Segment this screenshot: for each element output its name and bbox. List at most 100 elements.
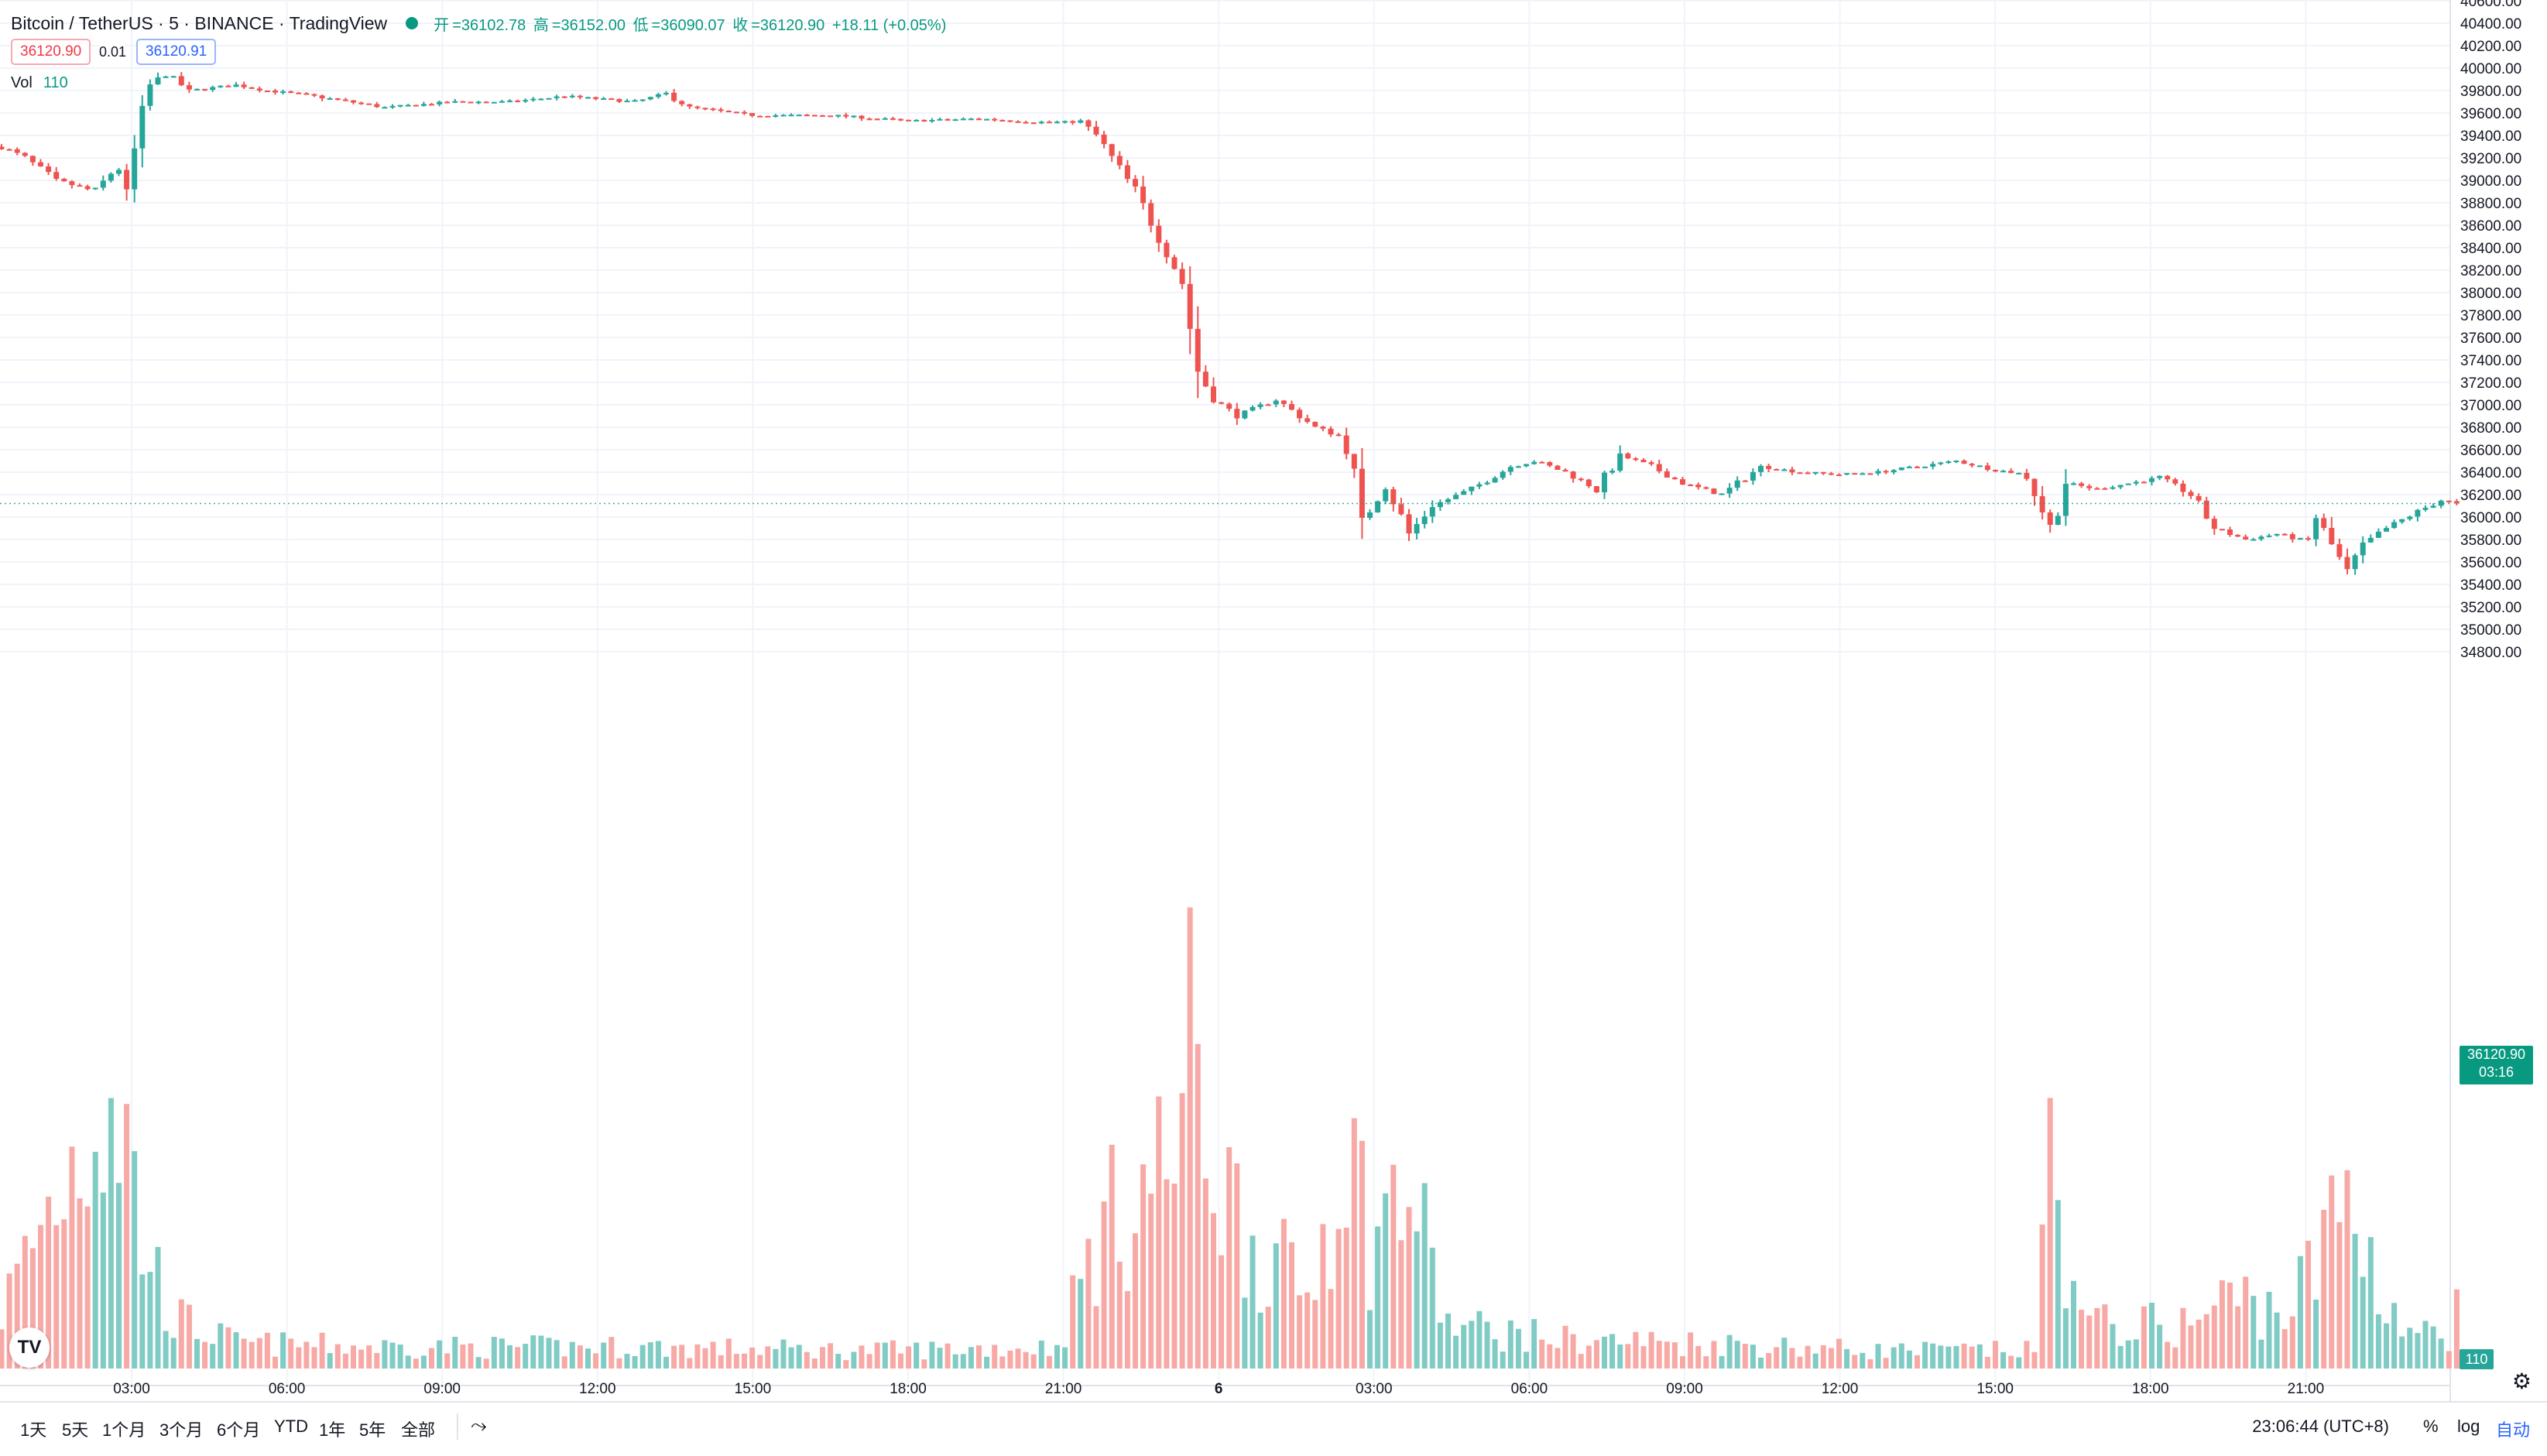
volume-bar — [725, 1338, 732, 1369]
candle-body — [1226, 403, 1232, 409]
volume-bar — [1390, 1164, 1397, 1369]
volume-bar — [397, 1344, 403, 1369]
price-tick-label: 40600.00 — [2460, 0, 2521, 10]
price-tick-label: 38600.00 — [2460, 218, 2521, 235]
price-tick-label: 36200.00 — [2460, 488, 2521, 504]
volume-bar — [2188, 1325, 2194, 1369]
volume-bar — [1187, 907, 1193, 1369]
buy-price-button[interactable]: 36120.91 — [136, 39, 217, 65]
volume-bar — [2062, 1308, 2069, 1369]
candle-body — [2157, 475, 2163, 478]
candle-body — [77, 185, 83, 187]
volume-bar — [2274, 1312, 2280, 1369]
clock[interactable]: 23:06:44 (UTC+8) — [2252, 1417, 2389, 1436]
auto-scale-button[interactable]: 自动 — [2496, 1420, 2531, 1440]
volume-bar — [2344, 1170, 2350, 1369]
percent-scale-button[interactable]: % — [2423, 1417, 2439, 1436]
volume-bar — [132, 1151, 138, 1369]
candle-body — [124, 170, 130, 190]
candle-body — [2110, 487, 2116, 489]
volume-bar — [914, 1342, 920, 1369]
time-tick-label: 12:00 — [579, 1381, 616, 1397]
volume-bar — [2079, 1310, 2085, 1369]
candle-body — [1726, 488, 1733, 494]
candle-body — [92, 187, 98, 190]
volume-bar — [2102, 1304, 2108, 1369]
price-tick-label: 36400.00 — [2460, 465, 2521, 481]
volume-bar — [327, 1353, 333, 1369]
symbol-title[interactable]: Bitcoin / TetherUS · 5 · BINANCE · Tradi… — [11, 12, 388, 33]
range-ytd-button[interactable]: YTD — [274, 1417, 308, 1436]
tradingview-logo-icon[interactable]: TV — [9, 1328, 50, 1368]
volume-bar — [569, 1341, 575, 1369]
volume-bar — [468, 1343, 474, 1369]
candle-body — [366, 103, 372, 105]
candle-body — [413, 104, 419, 107]
volume-bar — [1828, 1348, 1834, 1369]
range-1y-button[interactable]: 1年 — [319, 1420, 346, 1440]
volume-bar — [210, 1344, 216, 1369]
candle-body — [1171, 257, 1178, 269]
candle-body — [1828, 473, 1834, 475]
candle-body — [725, 111, 732, 113]
candle-body — [569, 95, 575, 98]
volume-bar — [1038, 1340, 1044, 1369]
sell-price-button[interactable]: 36120.90 — [11, 39, 91, 65]
volume-bar — [1875, 1344, 1881, 1369]
candle-body — [1507, 467, 1513, 472]
candle-body — [1915, 466, 1920, 468]
candle-body — [1664, 471, 1670, 478]
candle-body — [952, 119, 958, 122]
range-1m-button[interactable]: 1个月 — [102, 1420, 146, 1440]
candle-body — [757, 115, 763, 118]
range-all-button[interactable]: 全部 — [401, 1420, 436, 1440]
candle-body — [1898, 467, 1904, 471]
candle-body — [733, 111, 739, 114]
volume-bar — [1109, 1144, 1115, 1369]
candle-body — [1046, 122, 1052, 124]
volume-legend[interactable]: Vol 110 — [11, 74, 68, 92]
time-tick-label: 21:00 — [2288, 1381, 2325, 1397]
volume-bar — [2071, 1280, 2076, 1369]
candle-body — [647, 97, 653, 100]
range-5y-button[interactable]: 5年 — [359, 1420, 386, 1440]
range-3m-button[interactable]: 3个月 — [159, 1420, 204, 1440]
candle-body — [2031, 478, 2038, 496]
candle-body — [523, 100, 529, 102]
candle-body — [2149, 478, 2154, 482]
candle-body — [1625, 453, 1631, 459]
volume-bar — [687, 1358, 693, 1369]
range-6m-button[interactable]: 6个月 — [217, 1420, 261, 1440]
log-scale-button[interactable]: log — [2457, 1417, 2480, 1436]
volume-bar — [2000, 1352, 2007, 1369]
candle-body — [1234, 409, 1240, 419]
candle-body — [139, 105, 146, 149]
candle-body — [327, 98, 333, 100]
candle-body — [2165, 475, 2171, 480]
candle-body — [2407, 516, 2413, 519]
volume-bar — [1148, 1194, 1154, 1369]
time-tick-label: 18:00 — [890, 1381, 927, 1397]
volume-bar — [194, 1338, 200, 1369]
volume-bar — [2258, 1339, 2264, 1369]
volume-bar — [2165, 1341, 2171, 1369]
volume-bar — [1617, 1344, 1623, 1369]
candle-body — [1304, 418, 1311, 423]
volume-bar — [1930, 1343, 1936, 1369]
price-tick-label: 36800.00 — [2460, 420, 2521, 437]
bottom-toolbar: 1天 5天 1个月 3个月 6个月 YTD 1年 5年 全部 ⤳ 23:06:4… — [0, 1401, 2547, 1456]
range-5d-button[interactable]: 5天 — [62, 1420, 89, 1440]
candle-body — [319, 95, 325, 99]
volume-bar — [1304, 1292, 1311, 1369]
volume-bar — [147, 1272, 153, 1369]
compare-icon[interactable]: ⤳ — [471, 1413, 487, 1437]
candle-body — [1688, 485, 1694, 487]
candle-body — [452, 101, 458, 103]
time-tick-label: 15:00 — [1976, 1381, 2014, 1397]
range-1d-button[interactable]: 1天 — [20, 1420, 47, 1440]
volume-bar — [1273, 1243, 1279, 1369]
candle-body — [2367, 537, 2374, 543]
gear-icon[interactable]: ⚙ — [2511, 1369, 2532, 1393]
